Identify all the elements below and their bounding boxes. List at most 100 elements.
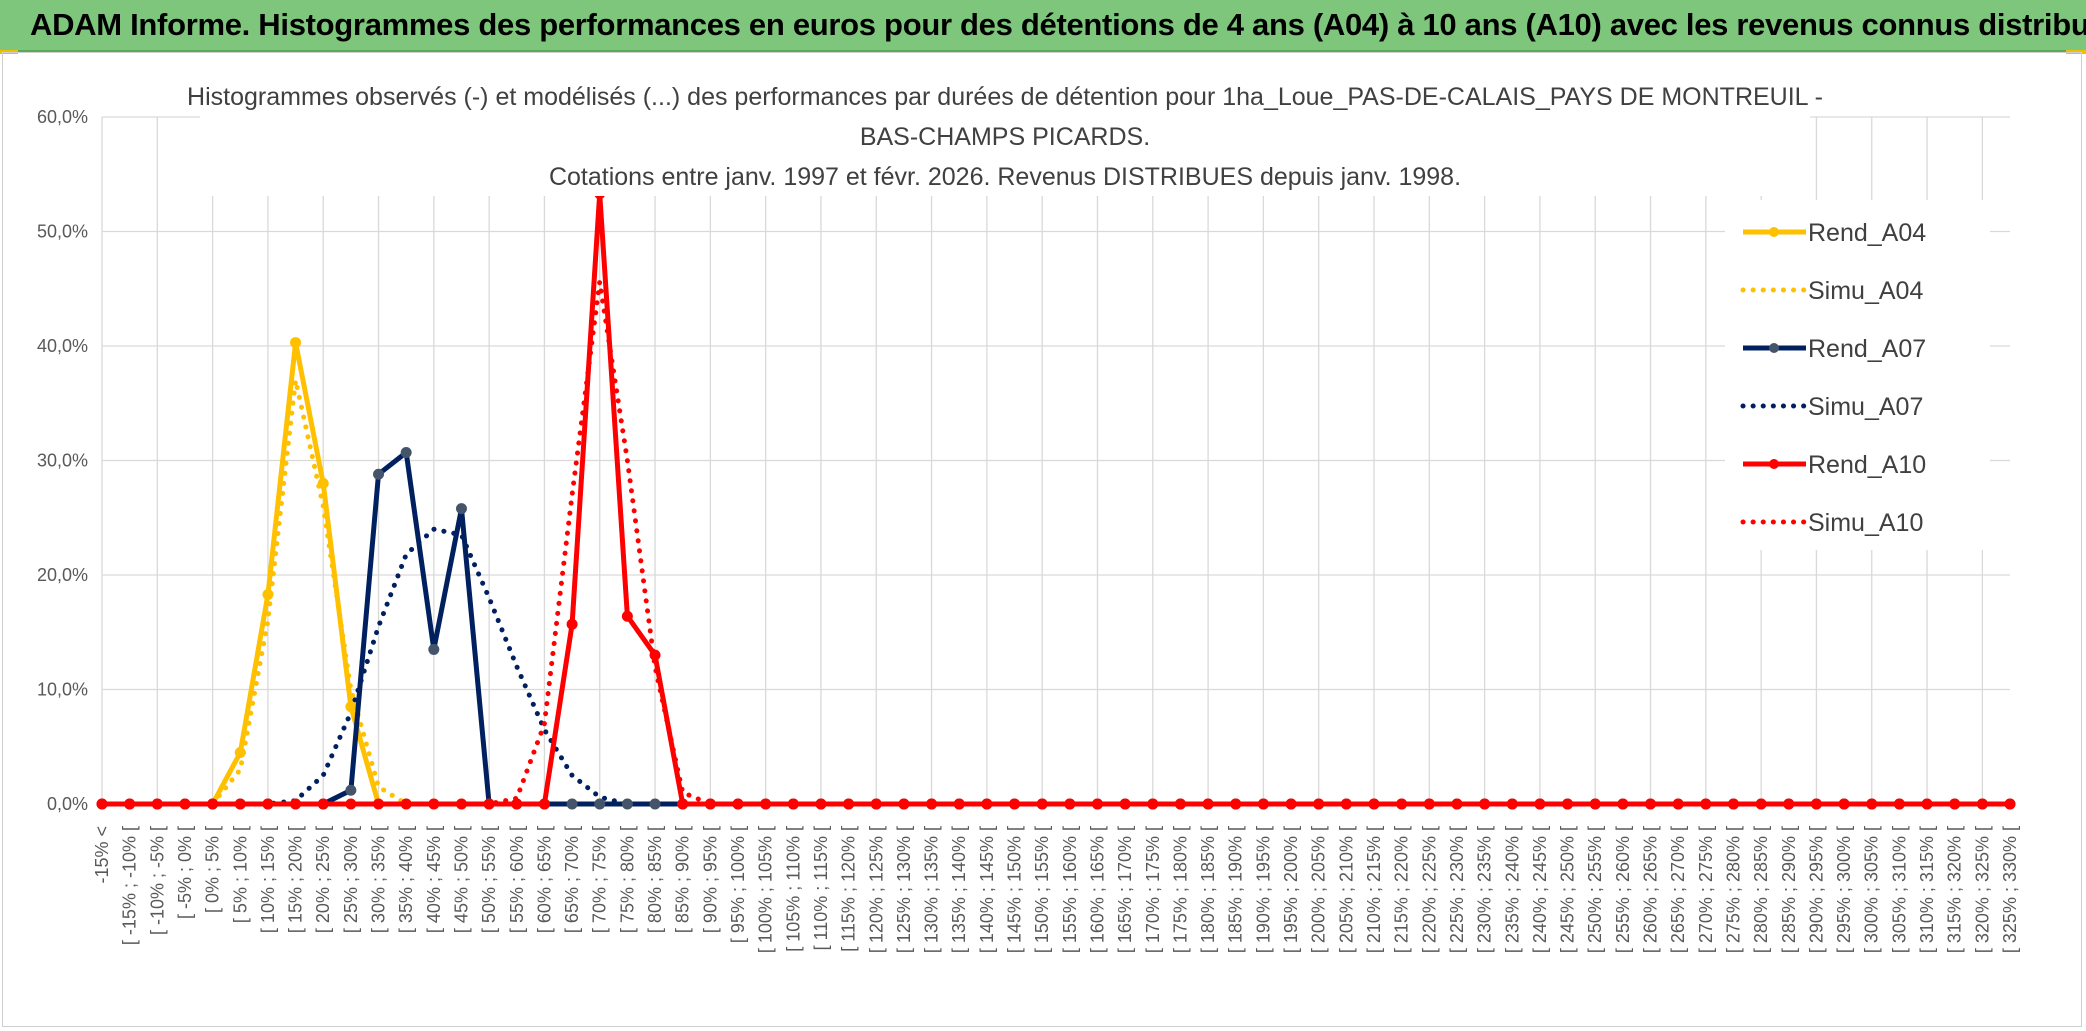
series-line bbox=[102, 450, 2010, 807]
data-point bbox=[870, 798, 882, 810]
x-tick-label: [ 165% ; 170% [ bbox=[1115, 826, 1135, 953]
x-tick-label: [ 115% ; 120% [ bbox=[839, 826, 859, 952]
grid-lines bbox=[101, 116, 2010, 805]
x-tick-label: [ 175% ; 180% [ bbox=[1170, 826, 1190, 953]
x-tick-label: [ 260% ; 265% [ bbox=[1641, 826, 1661, 953]
series-Simu_A07 bbox=[99, 526, 2013, 807]
x-tick-label: [ 95% ; 100% [ bbox=[728, 826, 748, 943]
data-point bbox=[455, 798, 467, 810]
x-tick-label: [ 280% ; 285% [ bbox=[1751, 826, 1771, 953]
x-tick-label: [ 50% ; 55% [ bbox=[479, 826, 499, 933]
legend-marker bbox=[1769, 459, 1779, 469]
x-tick-label: [ 190% ; 195% [ bbox=[1253, 826, 1273, 953]
x-tick-label: [ 300% ; 305% [ bbox=[1862, 826, 1882, 953]
data-point bbox=[1617, 798, 1629, 810]
data-point bbox=[704, 798, 716, 810]
x-tick-label: [ 270% ; 275% [ bbox=[1696, 826, 1716, 953]
data-point bbox=[290, 798, 302, 810]
data-point bbox=[1700, 798, 1712, 810]
data-point bbox=[1009, 798, 1021, 810]
x-tick-label: [ 45% ; 50% [ bbox=[451, 826, 471, 933]
series-line bbox=[102, 191, 2010, 807]
data-point bbox=[538, 798, 550, 810]
x-tick-label: [ 90% ; 95% [ bbox=[700, 826, 720, 933]
y-tick-label: 50,0% bbox=[37, 222, 88, 242]
x-tick-label: [ 205% ; 210% [ bbox=[1336, 826, 1356, 953]
data-point bbox=[843, 798, 855, 810]
x-tick-label: [ -15% ; -10% [ bbox=[120, 826, 140, 945]
data-point bbox=[1285, 798, 1297, 810]
data-point bbox=[621, 610, 633, 622]
legend-marker bbox=[1769, 227, 1779, 237]
x-tick-label: [ 245% ; 250% [ bbox=[1558, 826, 1578, 953]
x-tick-label: [ 230% ; 235% [ bbox=[1475, 826, 1495, 953]
x-tick-label: [ 70% ; 75% [ bbox=[590, 826, 610, 933]
data-point bbox=[1257, 798, 1269, 810]
chart-title-line-3: Cotations entre janv. 1997 et févr. 2026… bbox=[549, 163, 1461, 191]
data-point bbox=[1645, 798, 1657, 810]
data-point bbox=[262, 588, 274, 600]
data-point bbox=[566, 798, 578, 810]
y-tick-label: 40,0% bbox=[37, 336, 88, 356]
series-line bbox=[99, 526, 2013, 807]
x-tick-label: [ 150% ; 155% [ bbox=[1032, 826, 1052, 953]
legend: Rend_A04 Simu_A04 Rend_A07 Simu_A07 Rend_A10… bbox=[1725, 200, 1990, 550]
data-point bbox=[455, 503, 467, 515]
data-point bbox=[760, 798, 772, 810]
data-point bbox=[262, 798, 274, 810]
data-point bbox=[400, 798, 412, 810]
x-tick-label: [ 10% ; 15% [ bbox=[258, 826, 278, 933]
x-tick-label: [ 325% ; 330% [ bbox=[2000, 826, 2020, 953]
x-tick-label: -15% < bbox=[92, 826, 112, 884]
x-tick-label: [ 290% ; 295% [ bbox=[1806, 826, 1826, 953]
x-tick-label: [ 65% ; 70% [ bbox=[562, 826, 582, 933]
x-tick-label: [ 5% ; 10% [ bbox=[230, 826, 250, 923]
data-point bbox=[1506, 798, 1518, 810]
x-tick-label: [ 320% ; 325% [ bbox=[1972, 826, 1992, 953]
x-tick-label: [ 105% ; 110% [ bbox=[783, 826, 803, 952]
data-point bbox=[345, 701, 357, 713]
x-tick-label: [ 195% ; 200% [ bbox=[1281, 826, 1301, 953]
banner-title: ADAM Informe. Histogrammes des performan… bbox=[30, 7, 2086, 42]
x-tick-label: [ 35% ; 40% [ bbox=[396, 826, 416, 933]
data-point bbox=[1368, 798, 1380, 810]
data-point bbox=[290, 337, 302, 349]
data-point bbox=[1479, 798, 1491, 810]
legend-background bbox=[1725, 200, 1990, 550]
x-tick-label: [ 145% ; 150% [ bbox=[1005, 826, 1025, 953]
data-point bbox=[649, 649, 661, 661]
x-tick-label: [ 110% ; 115% [ bbox=[811, 826, 831, 950]
x-tick-label: [ 210% ; 215% [ bbox=[1364, 826, 1384, 953]
data-point bbox=[1783, 798, 1795, 810]
x-tick-label: [ 55% ; 60% [ bbox=[507, 826, 527, 933]
x-tick-label: [ 185% ; 190% [ bbox=[1226, 826, 1246, 953]
x-tick-label: [ 125% ; 130% [ bbox=[894, 826, 914, 953]
data-point bbox=[787, 798, 799, 810]
data-point bbox=[483, 798, 495, 810]
data-point bbox=[317, 798, 329, 810]
x-tick-label: [ 305% ; 310% [ bbox=[1889, 826, 1909, 953]
data-point bbox=[953, 798, 965, 810]
series-Rend_A10 bbox=[96, 188, 2016, 810]
data-point bbox=[124, 798, 136, 810]
x-tick-label: [ 130% ; 135% [ bbox=[922, 826, 942, 953]
x-tick-label: [ 215% ; 220% [ bbox=[1392, 826, 1412, 953]
x-tick-label: [ 15% ; 20% [ bbox=[286, 826, 306, 933]
data-point bbox=[1119, 798, 1131, 810]
data-point bbox=[96, 798, 108, 810]
x-tick-label: [ 80% ; 85% [ bbox=[645, 826, 665, 933]
legend-label: Simu_A10 bbox=[1808, 509, 1923, 537]
data-point bbox=[234, 746, 246, 758]
data-point bbox=[1396, 798, 1408, 810]
x-tick-label: [ 140% ; 145% [ bbox=[977, 826, 997, 953]
legend-label: Rend_A10 bbox=[1808, 451, 1926, 479]
chart-frame bbox=[2, 52, 2082, 1027]
x-tick-label: [ 200% ; 205% [ bbox=[1309, 826, 1329, 953]
x-tick-label: [ 40% ; 45% [ bbox=[424, 826, 444, 933]
data-point bbox=[981, 798, 993, 810]
x-tick-label: [ 225% ; 230% [ bbox=[1447, 826, 1467, 953]
x-tick-label: [ 120% ; 125% [ bbox=[866, 826, 886, 953]
data-point bbox=[1036, 798, 1048, 810]
header-banner: ADAM Informe. Histogrammes des performan… bbox=[0, 0, 2086, 52]
